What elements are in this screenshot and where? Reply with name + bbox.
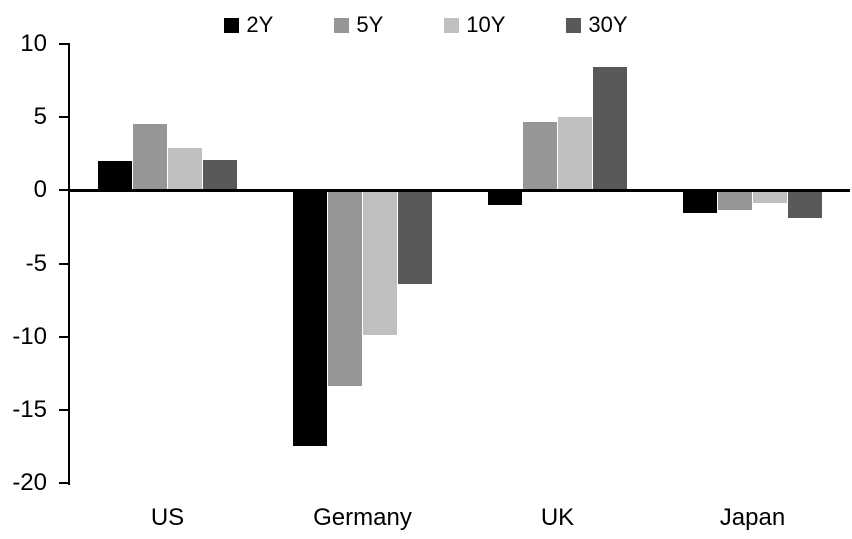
category-label-japan: Japan [719, 504, 786, 531]
legend-item-2y: 2Y [224, 14, 273, 36]
y-axis-tick-mark [59, 482, 68, 484]
y-axis-tick-mark [59, 263, 68, 265]
bar-germany-2y [293, 190, 327, 446]
y-axis-label-neg20: -20 [12, 469, 47, 496]
legend-item-5y: 5Y [334, 14, 383, 36]
x-axis-zero-line [68, 189, 850, 192]
legend-swatch-5y-icon [334, 17, 350, 33]
legend: 2Y 5Y 10Y 30Y [0, 14, 852, 36]
category-label-germany: Germany [313, 504, 412, 531]
bar-uk-30y [593, 67, 627, 190]
legend-swatch-30y-icon [566, 17, 582, 33]
legend-label-30y: 30Y [588, 12, 628, 37]
y-axis-label-0: 0 [33, 176, 47, 203]
category-label-us: US [150, 504, 185, 531]
bar-germany-5y [328, 190, 362, 386]
bar-uk-2y [488, 190, 522, 205]
bar-germany-30y [398, 190, 432, 284]
y-axis-label-10: 10 [20, 30, 47, 57]
y-axis-tick-mark [59, 189, 68, 191]
y-axis-line [68, 43, 70, 485]
legend-label-10y: 10Y [466, 12, 506, 37]
legend-label-5y: 5Y [356, 12, 384, 37]
legend-label-2y: 2Y [246, 12, 274, 37]
bar-us-30y [203, 160, 237, 191]
bar-japan-2y [683, 190, 717, 213]
category-label-uk: UK [540, 504, 575, 531]
y-axis-label-5: 5 [33, 103, 47, 130]
y-axis-label-neg5: -5 [25, 250, 47, 277]
y-axis-tick-mark [59, 43, 68, 45]
legend-item-30y: 30Y [566, 12, 628, 37]
bar-us-10y [168, 148, 202, 190]
bar-uk-5y [523, 122, 557, 191]
bar-germany-10y [363, 190, 397, 335]
legend-swatch-10y-icon [444, 17, 460, 33]
legend-swatch-2y-icon [224, 17, 240, 33]
y-axis-label-neg10: -10 [12, 323, 47, 350]
y-axis-label-neg15: -15 [12, 396, 47, 423]
bar-japan-10y [753, 190, 787, 203]
bar-japan-30y [788, 190, 822, 218]
y-axis-tick-mark [59, 336, 68, 338]
bar-uk-10y [558, 117, 592, 190]
legend-item-10y: 10Y [444, 14, 505, 36]
bar-us-2y [98, 161, 132, 190]
y-axis-tick-mark [59, 409, 68, 411]
bar-japan-5y [718, 190, 752, 210]
y-axis-tick-mark [59, 116, 68, 118]
bar-us-5y [133, 124, 167, 190]
